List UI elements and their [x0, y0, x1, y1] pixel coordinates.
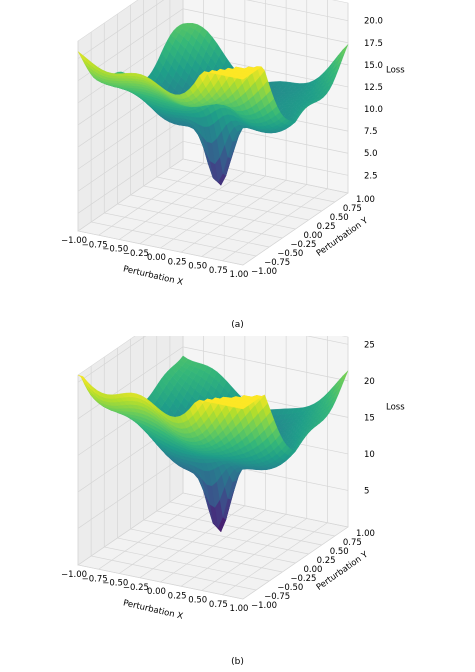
- y-tick-label: −0.50: [277, 583, 303, 593]
- z-tick-label: 10: [364, 450, 375, 460]
- z-tick-label: 7.5: [364, 127, 378, 137]
- y-tick-label: 0.50: [330, 547, 349, 557]
- x-tick-label: 1.00: [230, 604, 249, 614]
- x-tick-label: 0.75: [209, 266, 228, 276]
- z-tick-label: 15.0: [364, 61, 383, 71]
- z-tick-label: 25: [364, 340, 375, 350]
- x-tick-label: −1.00: [61, 570, 87, 580]
- y-tick-label: 1.00: [356, 529, 375, 539]
- y-tick-label: 0.75: [343, 538, 362, 548]
- loss-surface-a: [77, 22, 349, 186]
- z-tick-label: 12.5: [364, 83, 383, 93]
- z-tick-label: 5.0: [364, 149, 378, 159]
- tick-labels-b: −1.00−0.75−0.50−0.250.00 0.25 0.50 0.75 1.00…: [61, 340, 375, 614]
- y-tick-label: −0.75: [264, 258, 290, 268]
- caption-b: (b): [231, 657, 244, 667]
- x-tick-label: 0.25: [168, 591, 187, 601]
- surface-plot-a: −1.00−0.75−0.50−0.250.00 0.25 0.50 0.75 1.00…: [61, 0, 405, 288]
- x-tick-label: 0.50: [188, 262, 207, 272]
- y-tick-label: 0.00: [304, 231, 323, 241]
- y-tick-label: 0.25: [317, 222, 336, 232]
- z-tick-label: 5: [364, 486, 369, 496]
- x-tick-label: 1.00: [230, 270, 249, 280]
- chart-panel-b: −1.00 −0.75 −0.50 −0.25 0.00 0.25 0.50 0.75 1.00…: [0, 336, 475, 672]
- y-tick-label: 0.50: [330, 213, 349, 223]
- y-tick-label: −1.00: [251, 601, 277, 611]
- z-axis-label: Loss: [386, 402, 405, 412]
- y-tick-label: −0.25: [290, 574, 316, 584]
- x-tick-label: 0.25: [168, 257, 187, 267]
- z-tick-label: 20.0: [364, 17, 383, 27]
- x-tick-label: −1.00: [61, 236, 87, 246]
- z-tick-label: 15: [364, 413, 375, 423]
- z-axis-label: Loss: [386, 65, 405, 75]
- z-tick-label: 17.5: [364, 39, 383, 49]
- caption-a: (a): [231, 320, 244, 330]
- x-axis-label: Perturbation X: [122, 264, 184, 288]
- loss-surface-b: [77, 355, 349, 533]
- y-tick-label: −0.75: [264, 592, 290, 602]
- z-tick-label: 2.5: [364, 171, 378, 181]
- chart-panel-a: −1.00 −0.75 −0.50 −0.25 0.00 0.25 0.50 0.75 1.00…: [61, 0, 405, 330]
- y-tick-label: −0.50: [277, 249, 303, 259]
- x-tick-label: −0.50: [102, 245, 128, 255]
- y-tick-label: −0.25: [290, 240, 316, 250]
- grid-a: [77, 0, 349, 266]
- y-tick-label: −1.00: [251, 267, 277, 277]
- z-tick-label: 10.0: [364, 105, 383, 115]
- x-tick-label: 0.50: [188, 596, 207, 606]
- x-tick-label: 0.00: [147, 587, 166, 597]
- y-tick-label: 0.25: [317, 556, 336, 566]
- tick-labels-a: −1.00−0.75−0.50−0.250.00 0.25 0.50 0.75 1.00…: [61, 17, 383, 280]
- x-tick-label: −0.25: [123, 249, 149, 259]
- x-tick-label: 0.75: [209, 600, 228, 610]
- surface-plot-b: −1.00−0.75−0.50−0.250.00 0.25 0.50 0.75 1.00…: [61, 336, 405, 622]
- x-axis-label: Perturbation X: [122, 598, 184, 622]
- x-tick-label: −0.25: [123, 583, 149, 593]
- x-tick-label: −0.75: [82, 574, 108, 584]
- x-tick-label: −0.50: [102, 579, 128, 589]
- x-tick-label: 0.00: [147, 253, 166, 263]
- y-tick-label: 0.75: [343, 204, 362, 214]
- y-tick-label: 1.00: [356, 195, 375, 205]
- z-tick-label: 20: [364, 377, 375, 387]
- x-tick-label: −0.75: [82, 240, 108, 250]
- y-tick-label: 0.00: [304, 565, 323, 575]
